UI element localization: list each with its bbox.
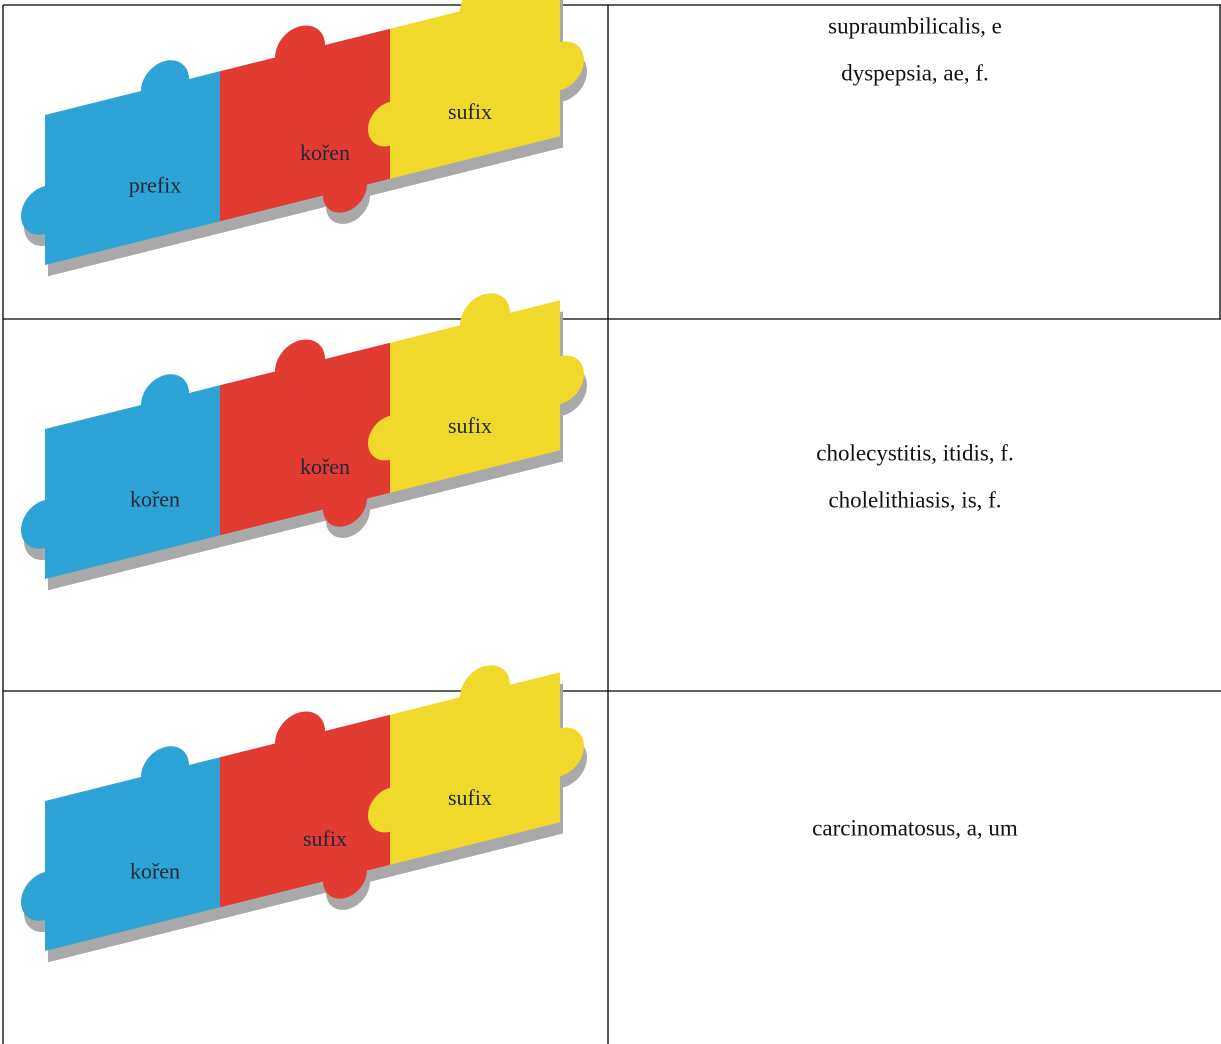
puzzle-label: kořen xyxy=(300,140,350,165)
piece-knob xyxy=(21,499,69,549)
puzzle-piece xyxy=(220,25,390,222)
piece-knob xyxy=(275,339,325,392)
piece-knob xyxy=(368,101,412,147)
piece-knob xyxy=(368,415,412,461)
puzzle-piece xyxy=(368,293,584,493)
piece-knob xyxy=(460,293,510,345)
piece-knob xyxy=(275,25,325,78)
puzzle xyxy=(21,665,587,963)
piece-body xyxy=(45,385,220,579)
piece-knob xyxy=(21,185,69,235)
term: cholecystitis, itidis, f. xyxy=(816,440,1013,465)
piece-body xyxy=(45,757,220,951)
puzzle-piece xyxy=(220,339,390,536)
puzzle-label: kořen xyxy=(300,454,350,479)
term: carcinomatosus, a, um xyxy=(812,815,1018,840)
puzzle-label: kořen xyxy=(130,859,180,884)
puzzle-piece xyxy=(21,60,242,265)
piece-body xyxy=(390,300,560,493)
puzzle-label: kořen xyxy=(130,487,180,512)
piece-knob xyxy=(460,665,510,717)
piece-body xyxy=(390,672,560,865)
term: cholelithiasis, is, f. xyxy=(828,487,1001,512)
piece-knob xyxy=(536,355,584,405)
piece-knob xyxy=(323,481,367,527)
piece-knob xyxy=(536,41,584,91)
puzzle-label: sufix xyxy=(303,826,347,851)
piece-knob xyxy=(323,853,367,899)
piece-knob xyxy=(460,0,510,31)
piece-body xyxy=(45,71,220,265)
piece-knob xyxy=(141,374,189,424)
piece-knob xyxy=(21,871,69,921)
puzzle-piece xyxy=(220,711,390,908)
piece-knob xyxy=(536,727,584,777)
puzzle-label: sufix xyxy=(448,413,492,438)
puzzle-label: sufix xyxy=(448,99,492,124)
puzzle xyxy=(21,0,587,277)
puzzle-piece xyxy=(368,0,584,179)
puzzle xyxy=(21,293,587,591)
piece-knob xyxy=(141,60,189,110)
puzzle-piece xyxy=(21,746,242,951)
piece-body xyxy=(390,0,560,179)
piece-knob xyxy=(323,167,367,213)
puzzle-piece xyxy=(21,374,242,579)
puzzle-label: prefix xyxy=(129,173,182,198)
puzzle-label: sufix xyxy=(448,785,492,810)
piece-knob xyxy=(141,746,189,796)
puzzle-piece xyxy=(368,665,584,865)
term: supraumbilicalis, e xyxy=(828,13,1002,38)
piece-knob xyxy=(368,787,412,833)
term: dyspepsia, ae, f. xyxy=(841,60,989,85)
piece-knob xyxy=(275,711,325,764)
